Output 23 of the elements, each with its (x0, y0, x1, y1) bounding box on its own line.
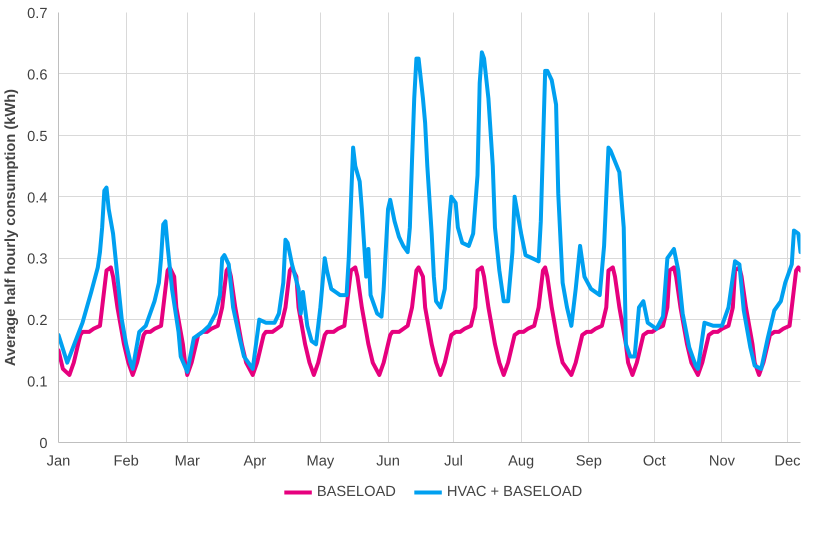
legend-label: HVAC + BASELOAD (446, 484, 582, 500)
x-tick-label: Jun (376, 454, 400, 470)
x-tick-label: Aug (508, 454, 534, 470)
y-axis-title: Average half hourly consumption (kWh) (3, 88, 20, 366)
y-tick-label: 0.1 (27, 374, 48, 391)
y-tick-label: 0.5 (27, 128, 48, 145)
x-tick-label: Nov (708, 454, 736, 470)
x-tick-label: Mar (174, 454, 200, 470)
y-tick-label: 0 (39, 436, 48, 452)
legend-label: BASELOAD (316, 484, 396, 500)
x-tick-label: Apr (244, 454, 266, 470)
x-tick-label: Jan (46, 454, 70, 470)
x-tick-label: Feb (114, 454, 139, 470)
x-tick-label: Sep (576, 454, 602, 470)
x-tick-label: May (306, 454, 335, 470)
x-tick-label: Oct (642, 454, 666, 470)
y-tick-label: 0.4 (27, 190, 48, 206)
x-tick-label: Dec (774, 454, 800, 470)
x-tick-label: Jul (444, 454, 463, 470)
y-tick-label: 0.6 (27, 67, 48, 84)
y-tick-label: 0.7 (27, 6, 48, 22)
y-tick-label: 0.3 (27, 252, 48, 268)
y-tick-label: 0.2 (27, 313, 48, 330)
